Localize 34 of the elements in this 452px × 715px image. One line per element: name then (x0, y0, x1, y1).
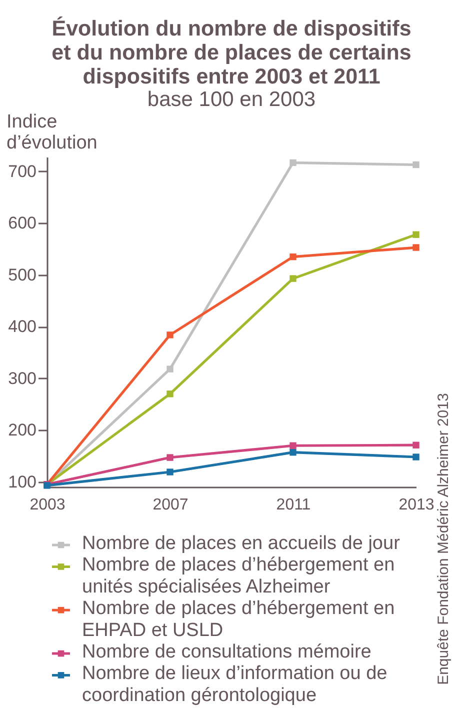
point (290, 448, 296, 456)
point (166, 454, 174, 461)
point (412, 231, 420, 238)
y-tick-label: 600 (8, 214, 36, 233)
x-tick-label: 2011 (276, 496, 311, 514)
legend-label: Nombre de places d’hébergement en EHPAD et USLD (82, 598, 395, 641)
text: Enquête Fondation Médéric Alzheimer 2013 (435, 393, 452, 685)
y-tick-label: 400 (8, 317, 36, 336)
point (290, 442, 296, 449)
x-tick-label: 2003 (30, 496, 66, 514)
point (412, 244, 420, 251)
point (166, 332, 174, 338)
point (166, 390, 174, 398)
point (290, 253, 296, 260)
y-tick-label: 700 (8, 162, 36, 181)
legend-label: Nombre de places en accueils de jour (82, 533, 401, 554)
point (290, 275, 296, 282)
legend-label: Nombre de lieux d’information ou de coordination gérontologique (82, 663, 388, 706)
y-tick-label: 300 (8, 368, 36, 388)
y-tick-label: 200 (8, 420, 36, 440)
legend-label: Nombre de consultations mémoire (82, 642, 372, 662)
point (166, 468, 174, 476)
point (412, 442, 420, 448)
y-axis-title: Indice d’évolution (6, 112, 98, 154)
point (412, 454, 420, 460)
point (290, 159, 296, 166)
x-tick-label: 2013 (398, 496, 434, 514)
y-tick-label: 100 (8, 472, 36, 492)
legend-label: Nombre de places d’hébergement en unités spécialisées Alzheimer (82, 554, 395, 598)
point (412, 161, 420, 168)
x-tick-label: 2007 (152, 496, 188, 514)
chart-subtitle: base 100 en 2003 (147, 88, 316, 111)
y-tick-label: 500 (8, 265, 36, 284)
point (166, 366, 174, 372)
